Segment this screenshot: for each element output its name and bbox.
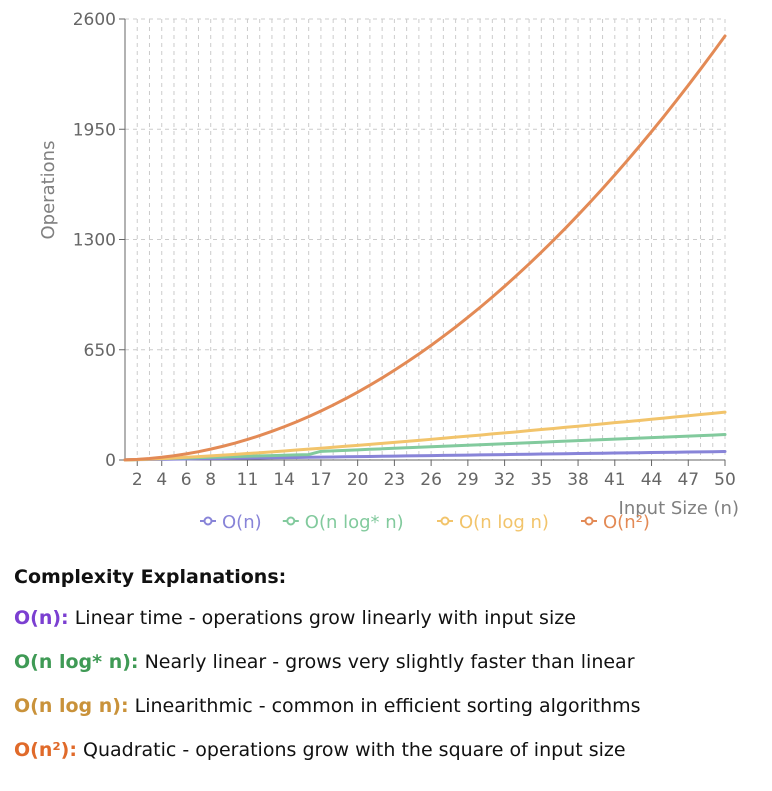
x-axis-title: Input Size (n) [619, 498, 739, 519]
x-tick-label: 35 [531, 470, 553, 490]
explanation-term: O(n²): [14, 739, 77, 761]
explanation-text: Quadratic - operations grow with the squ… [83, 739, 626, 761]
x-tick-label: 32 [494, 470, 516, 490]
explanation-linearithmic: O(n log n): Linearithmic - common in eff… [14, 693, 764, 720]
explanation-nearly-linear: O(n log* n): Nearly linear - grows very … [14, 649, 764, 676]
x-tick-label: 29 [457, 470, 479, 490]
legend: O(n) O(n log* n) O(n log n) O(n²) [200, 512, 650, 533]
legend-item: O(n log n) [437, 512, 549, 533]
legend-item: O(n log* n) [282, 512, 404, 533]
x-tick-label: 6 [181, 470, 192, 490]
legend-label: O(n²) [603, 512, 650, 533]
complexity-explanations: Complexity Explanations: O(n): Linear ti… [14, 566, 764, 781]
legend-label: O(n) [222, 512, 262, 533]
y-tick-label: 1950 [73, 120, 116, 140]
series-line-0 [123, 450, 727, 462]
x-tick-label: 17 [310, 470, 332, 490]
series-line-2 [123, 410, 727, 462]
x-tick-label: 8 [205, 470, 216, 490]
x-tick-label: 23 [384, 470, 406, 490]
explanation-text: Nearly linear - grows very slightly fast… [144, 651, 635, 673]
legend-item: O(n) [200, 512, 262, 533]
complexity-chart: 0 650 1300 1950 2600 2 4 6 8 11 14 17 20 23 26 29 32 35 38… [38, 10, 739, 533]
explanation-text: Linearithmic - common in efficient sorti… [134, 695, 641, 717]
legend-swatch-marker [584, 516, 594, 526]
x-tick-label: 2 [132, 470, 143, 490]
y-tick-label: 650 [84, 341, 116, 361]
legend-label: O(n log* n) [305, 512, 404, 533]
x-tick-label: 20 [347, 470, 369, 490]
x-tick-label: 47 [677, 470, 699, 490]
axes: 0 650 1300 1950 2600 2 4 6 8 11 14 17 20 23 26 29 32 35 38… [38, 10, 739, 519]
explanation-term: O(n log n): [14, 695, 129, 717]
x-tick-label: 38 [567, 470, 589, 490]
x-tick-label: 11 [237, 470, 259, 490]
explanations-heading: Complexity Explanations: [14, 566, 287, 588]
explanation-quadratic: O(n²): Quadratic - operations grow with … [14, 737, 764, 764]
legend-label: O(n log n) [459, 512, 549, 533]
legend-swatch-marker [203, 516, 213, 526]
y-tick-label: 1300 [73, 231, 116, 251]
x-tick-label: 4 [156, 470, 167, 490]
series-lines [123, 34, 727, 462]
x-tick-label: 44 [641, 470, 663, 490]
legend-swatch-marker [286, 516, 296, 526]
x-tick-label: 41 [604, 470, 626, 490]
y-tick-label: 0 [105, 451, 116, 471]
x-tick-label: 14 [273, 470, 295, 490]
explanation-term: O(n): [14, 607, 69, 629]
y-axis-title: Operations [38, 141, 59, 240]
y-tick-label: 2600 [73, 10, 116, 30]
legend-swatch-marker [440, 516, 450, 526]
explanation-text: Linear time - operations grow linearly w… [74, 607, 576, 629]
legend-item: O(n²) [581, 512, 650, 533]
explanation-linear: O(n): Linear time - operations grow line… [14, 605, 764, 632]
grid-lines [125, 18, 726, 460]
x-tick-label: 26 [420, 470, 442, 490]
series-line-1 [123, 433, 727, 462]
explanation-term: O(n log* n): [14, 651, 139, 673]
series-line-3 [123, 34, 727, 462]
x-tick-label: 50 [714, 470, 736, 490]
